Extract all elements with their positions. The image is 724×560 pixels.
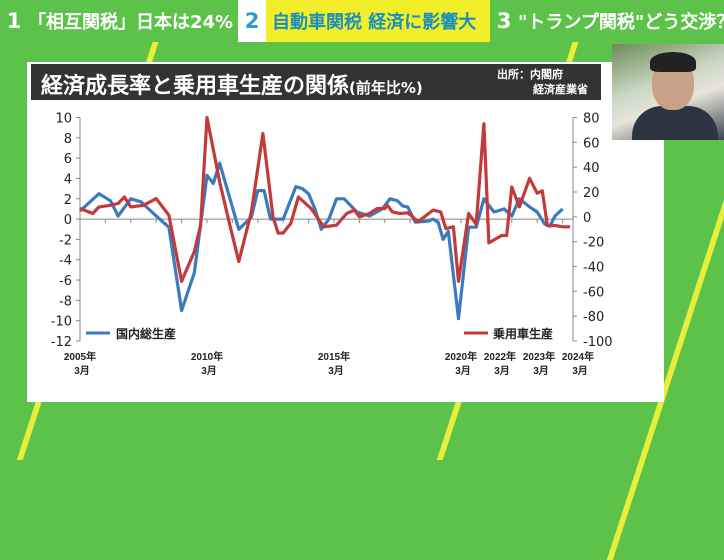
x-tick-label: 2024年 (562, 350, 594, 363)
left-tick-label: 0 (64, 213, 72, 228)
tab-topic-2-active[interactable]: 2 自動車関税 経済に影響大 (238, 0, 490, 42)
series-line-car-production (79, 115, 571, 283)
tab-number: 3 (496, 9, 512, 33)
left-tick-label: -8 (59, 294, 72, 309)
legend-label-gdp: 国内総生産 (116, 326, 176, 341)
right-tick-label: -60 (583, 285, 604, 300)
right-tick-label: -80 (583, 310, 604, 325)
right-tick-label: 80 (583, 112, 600, 127)
topic-tabs: 1 「相互関税」日本は24% 2 自動車関税 経済に影響大 3 "トランプ関税"… (0, 0, 724, 42)
tab-topic-1[interactable]: 1 「相互関税」日本は24% (0, 0, 238, 42)
left-tick-label: -6 (59, 274, 72, 289)
x-tick-label: 2020年 (445, 350, 477, 363)
tab-number: 2 (238, 0, 266, 42)
source-line-1: 出所：内閣府 (497, 68, 563, 81)
left-tick-label: -12 (51, 335, 72, 350)
left-tick-label: 10 (55, 112, 72, 127)
x-tick-label: 3月 (455, 365, 471, 377)
source-line-2: 経済産業省 (533, 83, 588, 96)
left-tick-label: 8 (64, 132, 72, 147)
presenter-video (612, 44, 724, 140)
tab-number: 1 (6, 9, 22, 33)
chart-title-bar: 経済成長率と乗用車生産の関係(前年比%) 出所：内閣府 経済産業省 (31, 64, 601, 100)
x-tick-label: 3月 (533, 365, 549, 377)
x-tick-label: 2023年 (523, 350, 555, 363)
x-tick-label: 2005年 (64, 350, 96, 363)
x-tick-label: 2015年 (318, 350, 350, 363)
x-tick-label: 3月 (328, 365, 344, 377)
chart-title-main: 経済成長率と乗用車生産の関係 (41, 74, 350, 99)
legend-label-car: 乗用車生産 (493, 326, 553, 341)
right-tick-label: 0 (583, 211, 591, 226)
x-tick-label: 3月 (74, 365, 90, 377)
tab-label: "トランプ関税"どう交渉？ (518, 12, 724, 33)
x-tick-label: 2022年 (484, 350, 516, 363)
tab-topic-3[interactable]: 3 "トランプ関税"どう交渉？ (490, 0, 724, 42)
left-tick-label: -2 (59, 233, 72, 248)
left-tick-label: 6 (64, 152, 72, 167)
right-tick-label: -20 (583, 236, 604, 251)
presenter-hair (650, 52, 696, 72)
right-tick-label: -100 (583, 335, 613, 350)
tab-label: 自動車関税 経済に影響大 (272, 12, 477, 33)
chart-title: 経済成長率と乗用車生産の関係(前年比%) (41, 68, 423, 100)
left-tick-label: -10 (51, 315, 72, 330)
right-tick-label: 40 (583, 161, 600, 176)
left-tick-label: -4 (59, 254, 72, 269)
presenter-suit (632, 106, 718, 140)
source-note: 出所：内閣府 経済産業省 (497, 67, 588, 97)
right-tick-label: -40 (583, 261, 604, 276)
left-tick-label: 4 (64, 172, 72, 187)
x-tick-label: 3月 (201, 365, 217, 377)
series-line-gdp (78, 161, 564, 321)
left-tick-label: 2 (64, 193, 72, 208)
chart-title-unit: (前年比%) (349, 79, 423, 97)
tab-label: 「相互関税」日本は24% (28, 12, 234, 33)
right-tick-label: 20 (583, 186, 600, 201)
x-tick-label: 3月 (572, 365, 588, 377)
line-chart: 1086420-2-4-6-8-10-12806040200-20-40-60-… (51, 112, 613, 378)
x-tick-label: 2010年 (191, 350, 223, 363)
right-tick-label: 60 (583, 136, 600, 151)
chart-panel (27, 62, 664, 402)
x-tick-label: 3月 (494, 365, 510, 377)
